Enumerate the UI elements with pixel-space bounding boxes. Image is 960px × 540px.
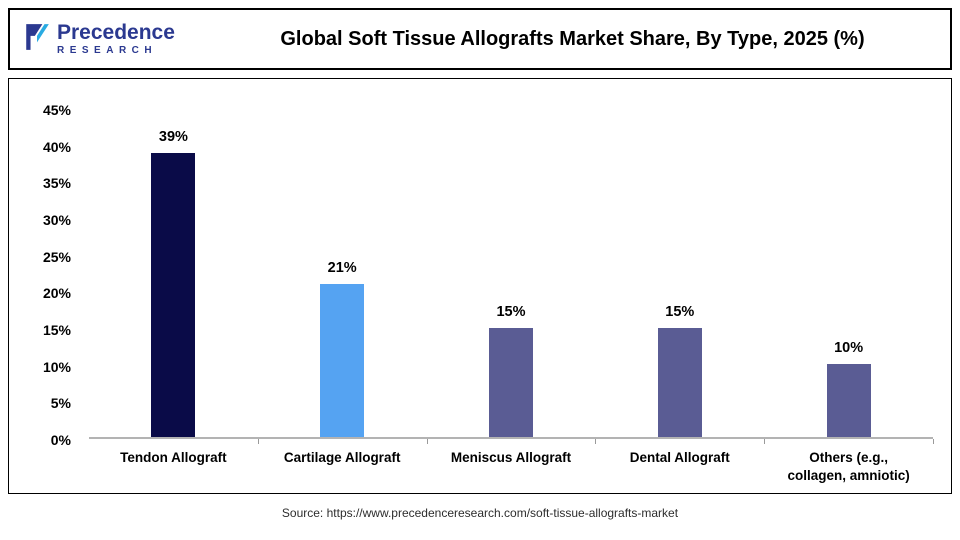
y-axis-label: 20% <box>42 285 71 302</box>
x-axis-label: Meniscus Allograft <box>450 450 572 465</box>
header: Precedence RESEARCH Global Soft Tissue A… <box>8 8 952 70</box>
bar-value-label: 15% <box>496 303 526 320</box>
y-axis-label: 10% <box>42 358 71 375</box>
y-axis: 0% 5% 10% 15% 20% 25% 30% 35% 40% 45% <box>19 102 81 448</box>
bar-value-label: 39% <box>158 128 188 145</box>
plot-area: 0% 5% 10% 15% 20% 25% 30% 35% 40% 45% 39% 21% 15% 15… <box>19 102 939 448</box>
bar-tendon-allograft: 39% <box>151 129 196 437</box>
y-axis-label: 30% <box>42 212 71 229</box>
y-axis-label: 0% <box>50 432 71 448</box>
x-axis: Tendon Allograft Cartilage Allograft Menis… <box>89 449 933 485</box>
logo-text: Precedence RESEARCH <box>57 22 175 56</box>
logo-wordmark: Precedence <box>57 21 175 44</box>
y-axis-label: 35% <box>42 175 71 192</box>
bar-value-label: 15% <box>665 303 695 320</box>
bar-slot: 15% <box>427 109 597 444</box>
y-axis-label: 5% <box>50 395 71 412</box>
logo-icon <box>24 23 50 56</box>
bar-meniscus-allograft: 15% <box>488 304 533 437</box>
bars-container: 39% 21% 15% 15% 10% <box>89 109 934 444</box>
y-axis-label: 25% <box>42 248 71 265</box>
source-line: Source: https://www.precedenceresearch.c… <box>281 506 679 521</box>
logo-subtitle: RESEARCH <box>57 45 158 56</box>
precedence-research-logo: Precedence RESEARCH <box>24 22 219 56</box>
x-axis-label: Cartilage Allograft <box>283 450 401 465</box>
chart-title: Global Soft Tissue Allografts Market Sha… <box>280 27 865 50</box>
bar-value-label: 10% <box>834 340 864 357</box>
x-axis-label: Others (e.g., collagen, amniotic) <box>787 450 910 484</box>
y-axis-label: 15% <box>42 322 71 339</box>
x-axis-label: Dental Allograft <box>629 450 730 465</box>
bar-others-e-g-collagen-amniotic: 10% <box>826 340 871 437</box>
bar-value-label: 21% <box>327 259 357 276</box>
bar-slot: 39% <box>89 109 259 444</box>
bar-slot: 21% <box>258 109 428 444</box>
chart-area: 0% 5% 10% 15% 20% 25% 30% 35% 40% 45% 39% 21% 15% 15… <box>8 78 952 495</box>
bar-slot: 15% <box>595 109 765 444</box>
y-axis-label: 40% <box>42 138 71 155</box>
x-axis-label: Tendon Allograft <box>120 450 227 465</box>
bar-slot: 10% <box>764 109 934 444</box>
bar-dental-allograft: 15% <box>657 304 702 437</box>
page: Precedence RESEARCH Global Soft Tissue A… <box>8 8 952 521</box>
bar-cartilage-allograft: 21% <box>320 260 365 437</box>
y-axis-label: 45% <box>42 102 71 118</box>
